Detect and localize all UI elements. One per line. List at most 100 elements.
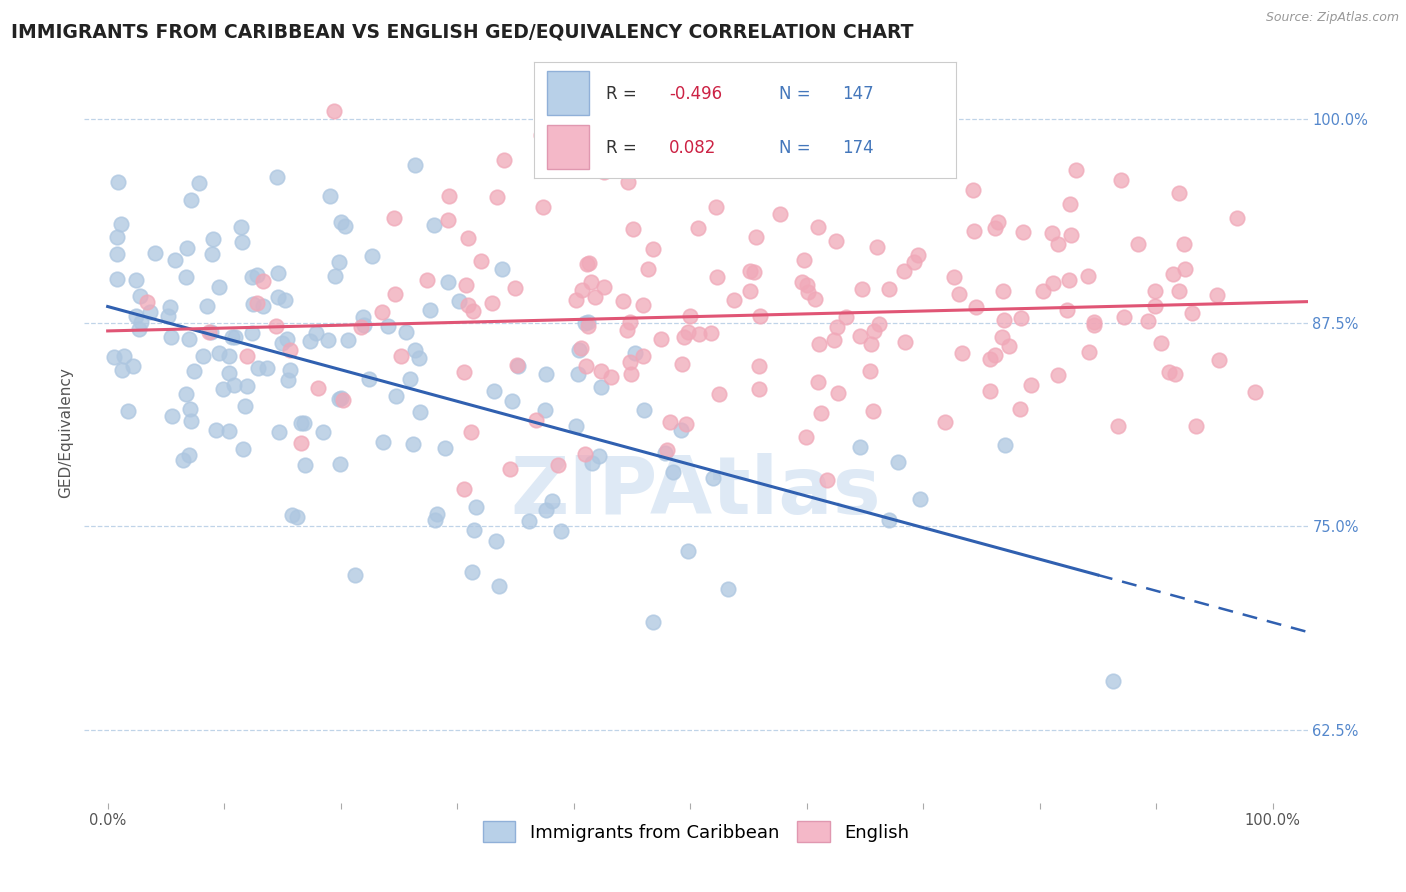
Point	[633, 349, 655, 363]
Point	[612, 294, 634, 309]
Point	[745, 229, 768, 244]
Point	[240, 270, 263, 285]
Point	[305, 326, 328, 340]
Point	[583, 289, 606, 303]
Point	[267, 425, 290, 439]
Point	[792, 276, 814, 290]
Point	[163, 252, 186, 267]
Point	[330, 215, 353, 229]
Point	[463, 303, 485, 318]
Point	[641, 615, 664, 629]
Point	[574, 446, 596, 460]
Point	[1206, 287, 1229, 301]
Point	[1010, 401, 1032, 416]
Point	[748, 382, 770, 396]
Point	[748, 359, 770, 373]
Point	[534, 403, 557, 417]
Point	[793, 253, 815, 268]
Point	[501, 393, 523, 408]
Point	[460, 566, 482, 580]
Point	[1173, 237, 1195, 252]
Point	[1167, 186, 1189, 201]
Point	[336, 333, 359, 347]
Point	[943, 269, 966, 284]
Point	[534, 502, 557, 516]
Point	[419, 303, 441, 318]
Point	[823, 333, 845, 347]
Point	[157, 310, 180, 324]
Point	[252, 275, 274, 289]
Point	[851, 282, 873, 296]
Y-axis label: GED/Equivalency: GED/Equivalency	[58, 368, 73, 498]
Point	[485, 189, 508, 203]
Legend: Immigrants from Caribbean, English: Immigrants from Caribbean, English	[475, 814, 917, 849]
Point	[457, 298, 479, 312]
Point	[200, 326, 222, 340]
Point	[600, 370, 623, 384]
Point	[796, 277, 818, 292]
Point	[256, 361, 278, 376]
Point	[807, 375, 830, 389]
Point	[107, 175, 129, 189]
Point	[1164, 368, 1187, 382]
Text: R =: R =	[606, 85, 643, 103]
Point	[886, 454, 908, 468]
Point	[903, 255, 925, 269]
Point	[353, 318, 375, 333]
Point	[218, 366, 240, 380]
Point	[547, 458, 569, 473]
Point	[128, 321, 150, 335]
Point	[404, 343, 426, 357]
Point	[191, 349, 214, 363]
Point	[690, 131, 713, 145]
Point	[195, 300, 218, 314]
Point	[1042, 277, 1064, 291]
Point	[1159, 365, 1181, 379]
Text: Source: ZipAtlas.com: Source: ZipAtlas.com	[1265, 11, 1399, 24]
Text: N =: N =	[779, 85, 815, 103]
Point	[678, 309, 700, 323]
Point	[994, 438, 1017, 452]
Point	[1150, 336, 1173, 351]
Point	[991, 329, 1014, 343]
Point	[742, 265, 765, 279]
Point	[180, 194, 202, 208]
Point	[575, 359, 598, 373]
Point	[139, 305, 162, 319]
Point	[416, 273, 439, 287]
Point	[129, 289, 152, 303]
Point	[1011, 225, 1033, 239]
Point	[172, 453, 194, 467]
Point	[180, 414, 202, 428]
Point	[827, 386, 849, 401]
Point	[129, 315, 152, 329]
Point	[619, 355, 641, 369]
Point	[1107, 418, 1129, 433]
Point	[323, 104, 346, 119]
Point	[804, 292, 827, 306]
Point	[270, 336, 292, 351]
Point	[470, 254, 492, 268]
Point	[641, 242, 664, 256]
Point	[453, 365, 475, 379]
Point	[266, 267, 288, 281]
Point	[965, 300, 987, 314]
Point	[1056, 302, 1078, 317]
Point	[307, 380, 329, 394]
Point	[361, 249, 384, 263]
Point	[359, 372, 381, 386]
Point	[188, 176, 211, 190]
Point	[1032, 284, 1054, 298]
Point	[160, 329, 183, 343]
Point	[236, 350, 259, 364]
Point	[1185, 419, 1208, 434]
Point	[437, 275, 460, 289]
Point	[198, 326, 221, 340]
Point	[384, 286, 406, 301]
Point	[717, 582, 740, 597]
Point	[183, 364, 205, 378]
Point	[292, 417, 315, 431]
Point	[740, 285, 762, 299]
Point	[706, 270, 728, 285]
Point	[654, 446, 676, 460]
